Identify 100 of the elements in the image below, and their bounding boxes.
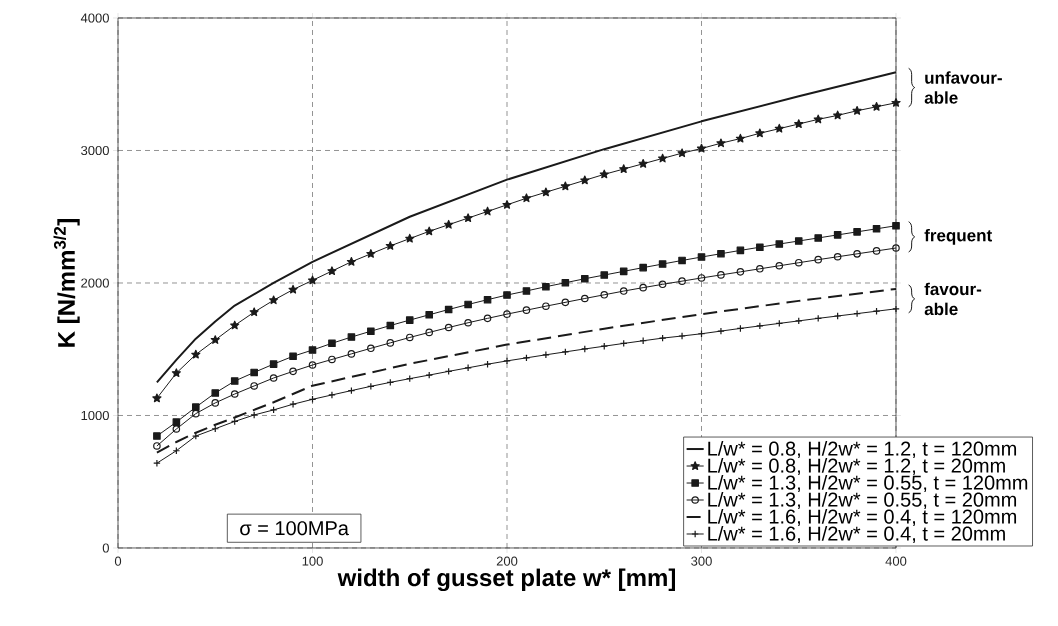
point [192, 403, 200, 411]
point [892, 244, 900, 252]
point [503, 310, 511, 318]
point [288, 284, 298, 294]
point [717, 271, 725, 279]
point [775, 240, 784, 248]
point [697, 253, 706, 261]
point [581, 294, 589, 303]
point [756, 265, 764, 273]
point [522, 354, 531, 362]
legend-label: L/w* = 1.6, H/2w* = 0.4, t = 20mm [708, 526, 1005, 544]
point [678, 277, 686, 285]
annotation: σ = 100MPa [240, 521, 349, 536]
point [347, 333, 356, 341]
point [639, 283, 647, 292]
point [600, 290, 609, 299]
point [872, 247, 881, 255]
legend-label: L/w* = 1.3, H/2w* = 0.55, t = 20mm [708, 492, 1017, 510]
point [464, 300, 472, 309]
point [755, 128, 765, 138]
point [522, 287, 531, 295]
point [444, 305, 453, 314]
point [521, 193, 532, 203]
point [502, 200, 512, 209]
point [424, 226, 434, 236]
point [774, 123, 784, 133]
point [230, 390, 239, 398]
point [599, 169, 609, 179]
point [308, 361, 317, 369]
y-tick-label: 4000 [80, 13, 109, 23]
point [425, 310, 434, 319]
point [794, 258, 803, 267]
point [444, 323, 453, 332]
point [464, 318, 472, 327]
point [444, 219, 454, 229]
point [853, 250, 861, 258]
point [346, 256, 356, 266]
point [328, 355, 336, 364]
point [735, 133, 745, 143]
point [483, 295, 492, 304]
x-tick-label: 400 [885, 556, 907, 566]
point [405, 233, 415, 243]
y-tick-label: 1000 [81, 410, 109, 421]
point [386, 339, 395, 347]
point [716, 138, 726, 148]
point [813, 114, 823, 124]
point [581, 274, 589, 283]
point [483, 314, 492, 323]
point [405, 316, 414, 324]
point [230, 320, 240, 330]
point [191, 349, 201, 359]
point [658, 153, 668, 163]
point [833, 231, 842, 239]
y-tick-label: 0 [102, 543, 109, 553]
point [211, 389, 220, 397]
point [425, 328, 434, 337]
point [619, 164, 629, 174]
point [541, 187, 551, 197]
point [328, 391, 336, 399]
point [619, 287, 628, 295]
point [561, 278, 570, 287]
point [307, 275, 318, 285]
point [269, 360, 278, 368]
point [677, 148, 687, 158]
point [347, 350, 356, 358]
point [542, 302, 550, 310]
point [153, 442, 161, 450]
x-tick-label: 200 [496, 556, 518, 566]
point [269, 374, 278, 382]
x-tick-label: 300 [691, 556, 712, 566]
point [289, 352, 297, 361]
point [736, 268, 745, 276]
x-tick-label: 100 [302, 556, 323, 566]
point [697, 274, 706, 282]
point [249, 307, 259, 317]
point [405, 333, 414, 342]
legend-label: L/w* = 0.8, H/2w* = 1.2, t = 120mm [708, 441, 1017, 459]
point [153, 432, 161, 440]
point [308, 346, 317, 354]
y-tick-label: 2000 [81, 278, 109, 288]
point [328, 339, 336, 348]
point [756, 243, 764, 252]
legend-label: L/w* = 1.3, H/2w* = 0.55, t = 120mm [708, 475, 1028, 493]
point [717, 249, 725, 258]
point [250, 368, 258, 377]
point [638, 158, 648, 168]
point [814, 234, 822, 242]
point [833, 252, 842, 261]
text: favour-able [924, 282, 982, 316]
point [327, 266, 337, 276]
point [871, 101, 882, 111]
point [289, 367, 297, 376]
point [775, 261, 784, 270]
text: unfavour-able [924, 71, 1002, 104]
point [619, 267, 628, 276]
point [172, 425, 181, 433]
point [386, 321, 395, 330]
point [230, 377, 239, 385]
point [853, 228, 861, 236]
point [561, 298, 570, 307]
